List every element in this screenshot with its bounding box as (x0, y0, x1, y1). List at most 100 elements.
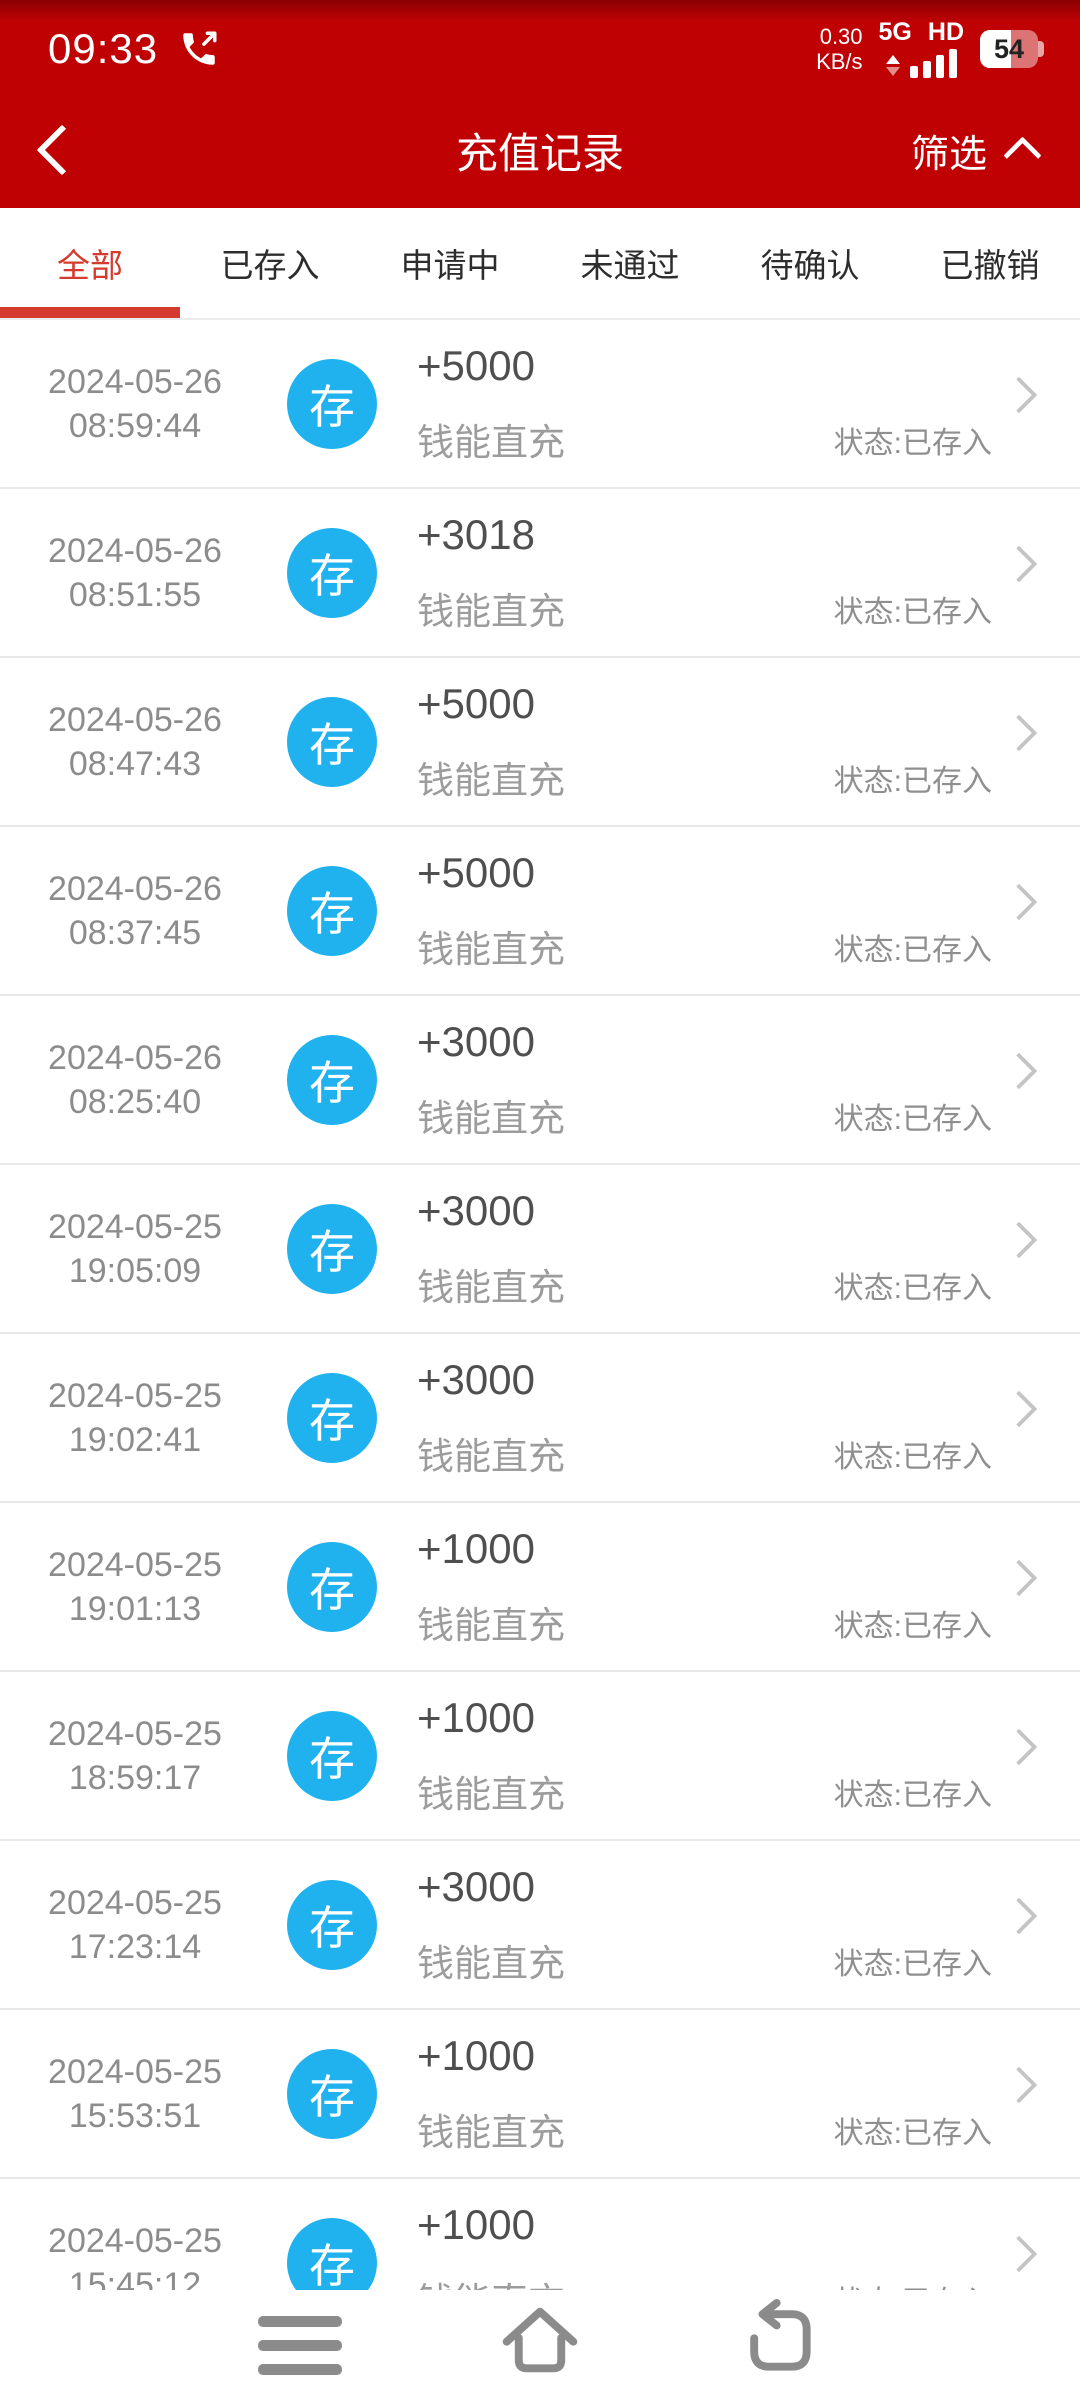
record-channel: 钱能直充 (417, 928, 565, 970)
record-main: +1000 钱能直充 (417, 1525, 565, 1649)
menu-icon (258, 2315, 342, 2375)
deposit-badge-icon: 存 (287, 865, 377, 956)
chevron-left-icon (36, 124, 88, 176)
record-time: 19:05:09 (68, 1251, 202, 1290)
record-channel: 钱能直充 (417, 1942, 565, 1984)
record-datetime: 2024-05-26 08:51:55 (25, 489, 245, 656)
record-amount: +1000 (417, 2031, 535, 2079)
record-row[interactable]: 2024-05-26 08:47:43 存 +5000 钱能直充 状态:已存入 (0, 658, 1080, 827)
record-main: +3000 钱能直充 (417, 1187, 565, 1311)
record-datetime: 2024-05-25 15:53:51 (25, 2010, 245, 2177)
back-button[interactable] (36, 120, 104, 180)
record-amount: +3000 (417, 1017, 535, 1065)
record-time: 19:01:13 (68, 1589, 202, 1628)
record-datetime: 2024-05-25 19:02:41 (25, 1334, 245, 1501)
chevron-right-icon (1000, 1728, 1038, 1766)
record-row[interactable]: 2024-05-25 18:59:17 存 +1000 钱能直充 状态:已存入 (0, 1672, 1080, 1841)
tab-pending-confirm[interactable]: 待确认 (760, 247, 860, 284)
record-status: 状态:已存入 (833, 2117, 992, 2150)
record-row[interactable]: 2024-05-25 19:02:41 存 +3000 钱能直充 状态:已存入 (0, 1334, 1080, 1503)
chevron-right-icon (1000, 1897, 1038, 1935)
record-channel: 钱能直充 (417, 1604, 565, 1646)
tab-revoked[interactable]: 已撤销 (940, 247, 1040, 284)
record-main: +5000 钱能直充 (417, 342, 565, 466)
header: 充值记录 筛选 (0, 92, 1080, 208)
record-channel: 钱能直充 (417, 1435, 565, 1477)
record-date: 2024-05-26 (48, 869, 222, 908)
data-activity-icon (885, 55, 900, 76)
record-date: 2024-05-25 (48, 1376, 222, 1415)
record-row[interactable]: 2024-05-25 15:53:51 存 +1000 钱能直充 状态:已存入 (0, 2010, 1080, 2179)
battery-fill (980, 30, 1012, 68)
nav-back-icon (750, 2298, 811, 2371)
tab-deposited[interactable]: 已存入 (220, 247, 320, 284)
record-amount: +3018 (417, 510, 535, 558)
record-status: 状态:已存入 (833, 1610, 992, 1643)
battery-percent: 54 (993, 33, 1025, 64)
record-status: 状态:已存入 (833, 427, 992, 460)
record-time: 18:59:17 (68, 1758, 202, 1797)
status-tab-bar: 全部 已存入 申请中 未通过 待确认 已撤销 (0, 208, 1080, 320)
record-amount: +3000 (417, 1862, 535, 1910)
tab-applying[interactable]: 申请中 (400, 247, 500, 284)
network-speed-unit: KB/s (816, 49, 863, 74)
chevron-right-icon (1000, 376, 1038, 414)
record-datetime: 2024-05-26 08:25:40 (25, 996, 245, 1163)
record-datetime: 2024-05-25 19:05:09 (25, 1165, 245, 1332)
filter-button[interactable]: 筛选 (910, 123, 1042, 178)
chevron-right-icon (1000, 2066, 1038, 2104)
recents-button[interactable] (250, 2290, 350, 2400)
record-status: 状态:已存入 (833, 934, 992, 967)
record-list: 2024-05-26 08:59:44 存 +5000 钱能直充 状态:已存入 … (0, 320, 1080, 2290)
home-icon (502, 2307, 578, 2373)
page-title: 充值记录 (455, 129, 625, 177)
filter-label: 筛选 (910, 133, 987, 176)
signal-strength-icon (909, 49, 957, 78)
record-amount: +5000 (417, 679, 535, 727)
app-bar: 09:33 0.30 KB/s 5G HD (0, 0, 1080, 208)
network-indicator: 5G HD (879, 20, 964, 78)
record-datetime: 2024-05-25 15:45:12 (25, 2179, 245, 2291)
record-datetime: 2024-05-26 08:47:43 (25, 658, 245, 825)
outgoing-call-icon (178, 28, 220, 70)
record-status: 状态:已存入 (834, 2277, 992, 2290)
record-status: 状态:已存入 (833, 1441, 992, 1474)
record-status: 状态:已存入 (833, 1779, 992, 1812)
deposit-badge-icon: 存 (287, 696, 377, 787)
record-row[interactable]: 2024-05-26 08:59:44 存 +5000 钱能直充 状态:已存入 (0, 320, 1080, 489)
record-row[interactable]: 2024-05-25 17:23:14 存 +3000 钱能直充 状态:已存入 (0, 1841, 1080, 2010)
chevron-right-icon (1000, 545, 1038, 583)
clock: 09:33 (48, 25, 159, 72)
record-row[interactable]: 2024-05-25 15:45:12 存 +1000 钱能直充 状态:已存入 (0, 2179, 1080, 2290)
record-date: 2024-05-25 (48, 1207, 222, 1246)
record-row[interactable]: 2024-05-25 19:01:13 存 +1000 钱能直充 状态:已存入 (0, 1503, 1080, 1672)
record-datetime: 2024-05-26 08:59:44 (25, 320, 245, 487)
deposit-badge-icon: 存 (287, 2048, 377, 2139)
record-row[interactable]: 2024-05-26 08:37:45 存 +5000 钱能直充 状态:已存入 (0, 827, 1080, 996)
record-main: +3018 钱能直充 (417, 511, 565, 635)
record-datetime: 2024-05-25 17:23:14 (25, 1841, 245, 2008)
record-time: 17:23:14 (68, 1927, 202, 1966)
deposit-badge-icon: 存 (287, 1034, 377, 1125)
record-date: 2024-05-25 (48, 1714, 222, 1753)
record-datetime: 2024-05-25 19:01:13 (25, 1503, 245, 1670)
record-row[interactable]: 2024-05-25 19:05:09 存 +3000 钱能直充 状态:已存入 (0, 1165, 1080, 1334)
record-status: 状态:已存入 (833, 765, 992, 798)
system-nav-bar (0, 2290, 1080, 2400)
record-row[interactable]: 2024-05-26 08:51:55 存 +3018 钱能直充 状态:已存入 (0, 489, 1080, 658)
network-speed: 0.30 KB/s (816, 24, 862, 74)
record-status: 状态:已存入 (833, 596, 992, 629)
record-channel: 钱能直充 (417, 421, 565, 463)
nav-back-button[interactable] (730, 2290, 830, 2400)
record-time: 08:37:45 (68, 913, 202, 952)
chevron-right-icon (1000, 2235, 1038, 2273)
record-amount: +5000 (417, 848, 535, 896)
record-main: +5000 钱能直充 (417, 680, 565, 804)
tab-not-passed[interactable]: 未通过 (580, 247, 680, 284)
record-row[interactable]: 2024-05-26 08:25:40 存 +3000 钱能直充 状态:已存入 (0, 996, 1080, 1165)
record-main: +5000 钱能直充 (417, 849, 565, 973)
deposit-badge-icon: 存 (287, 1710, 377, 1801)
home-button[interactable] (490, 2290, 590, 2400)
tab-all[interactable]: 全部 (0, 208, 180, 318)
network-speed-value: 0.30 (819, 24, 863, 49)
